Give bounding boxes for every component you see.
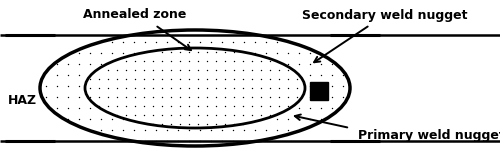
Bar xyxy=(310,82,328,100)
Text: Secondary weld nugget: Secondary weld nugget xyxy=(302,8,468,22)
Text: HAZ: HAZ xyxy=(8,95,37,108)
Text: Annealed zone: Annealed zone xyxy=(84,8,186,22)
Ellipse shape xyxy=(40,30,350,146)
Text: Primary weld nugget: Primary weld nugget xyxy=(358,128,500,141)
